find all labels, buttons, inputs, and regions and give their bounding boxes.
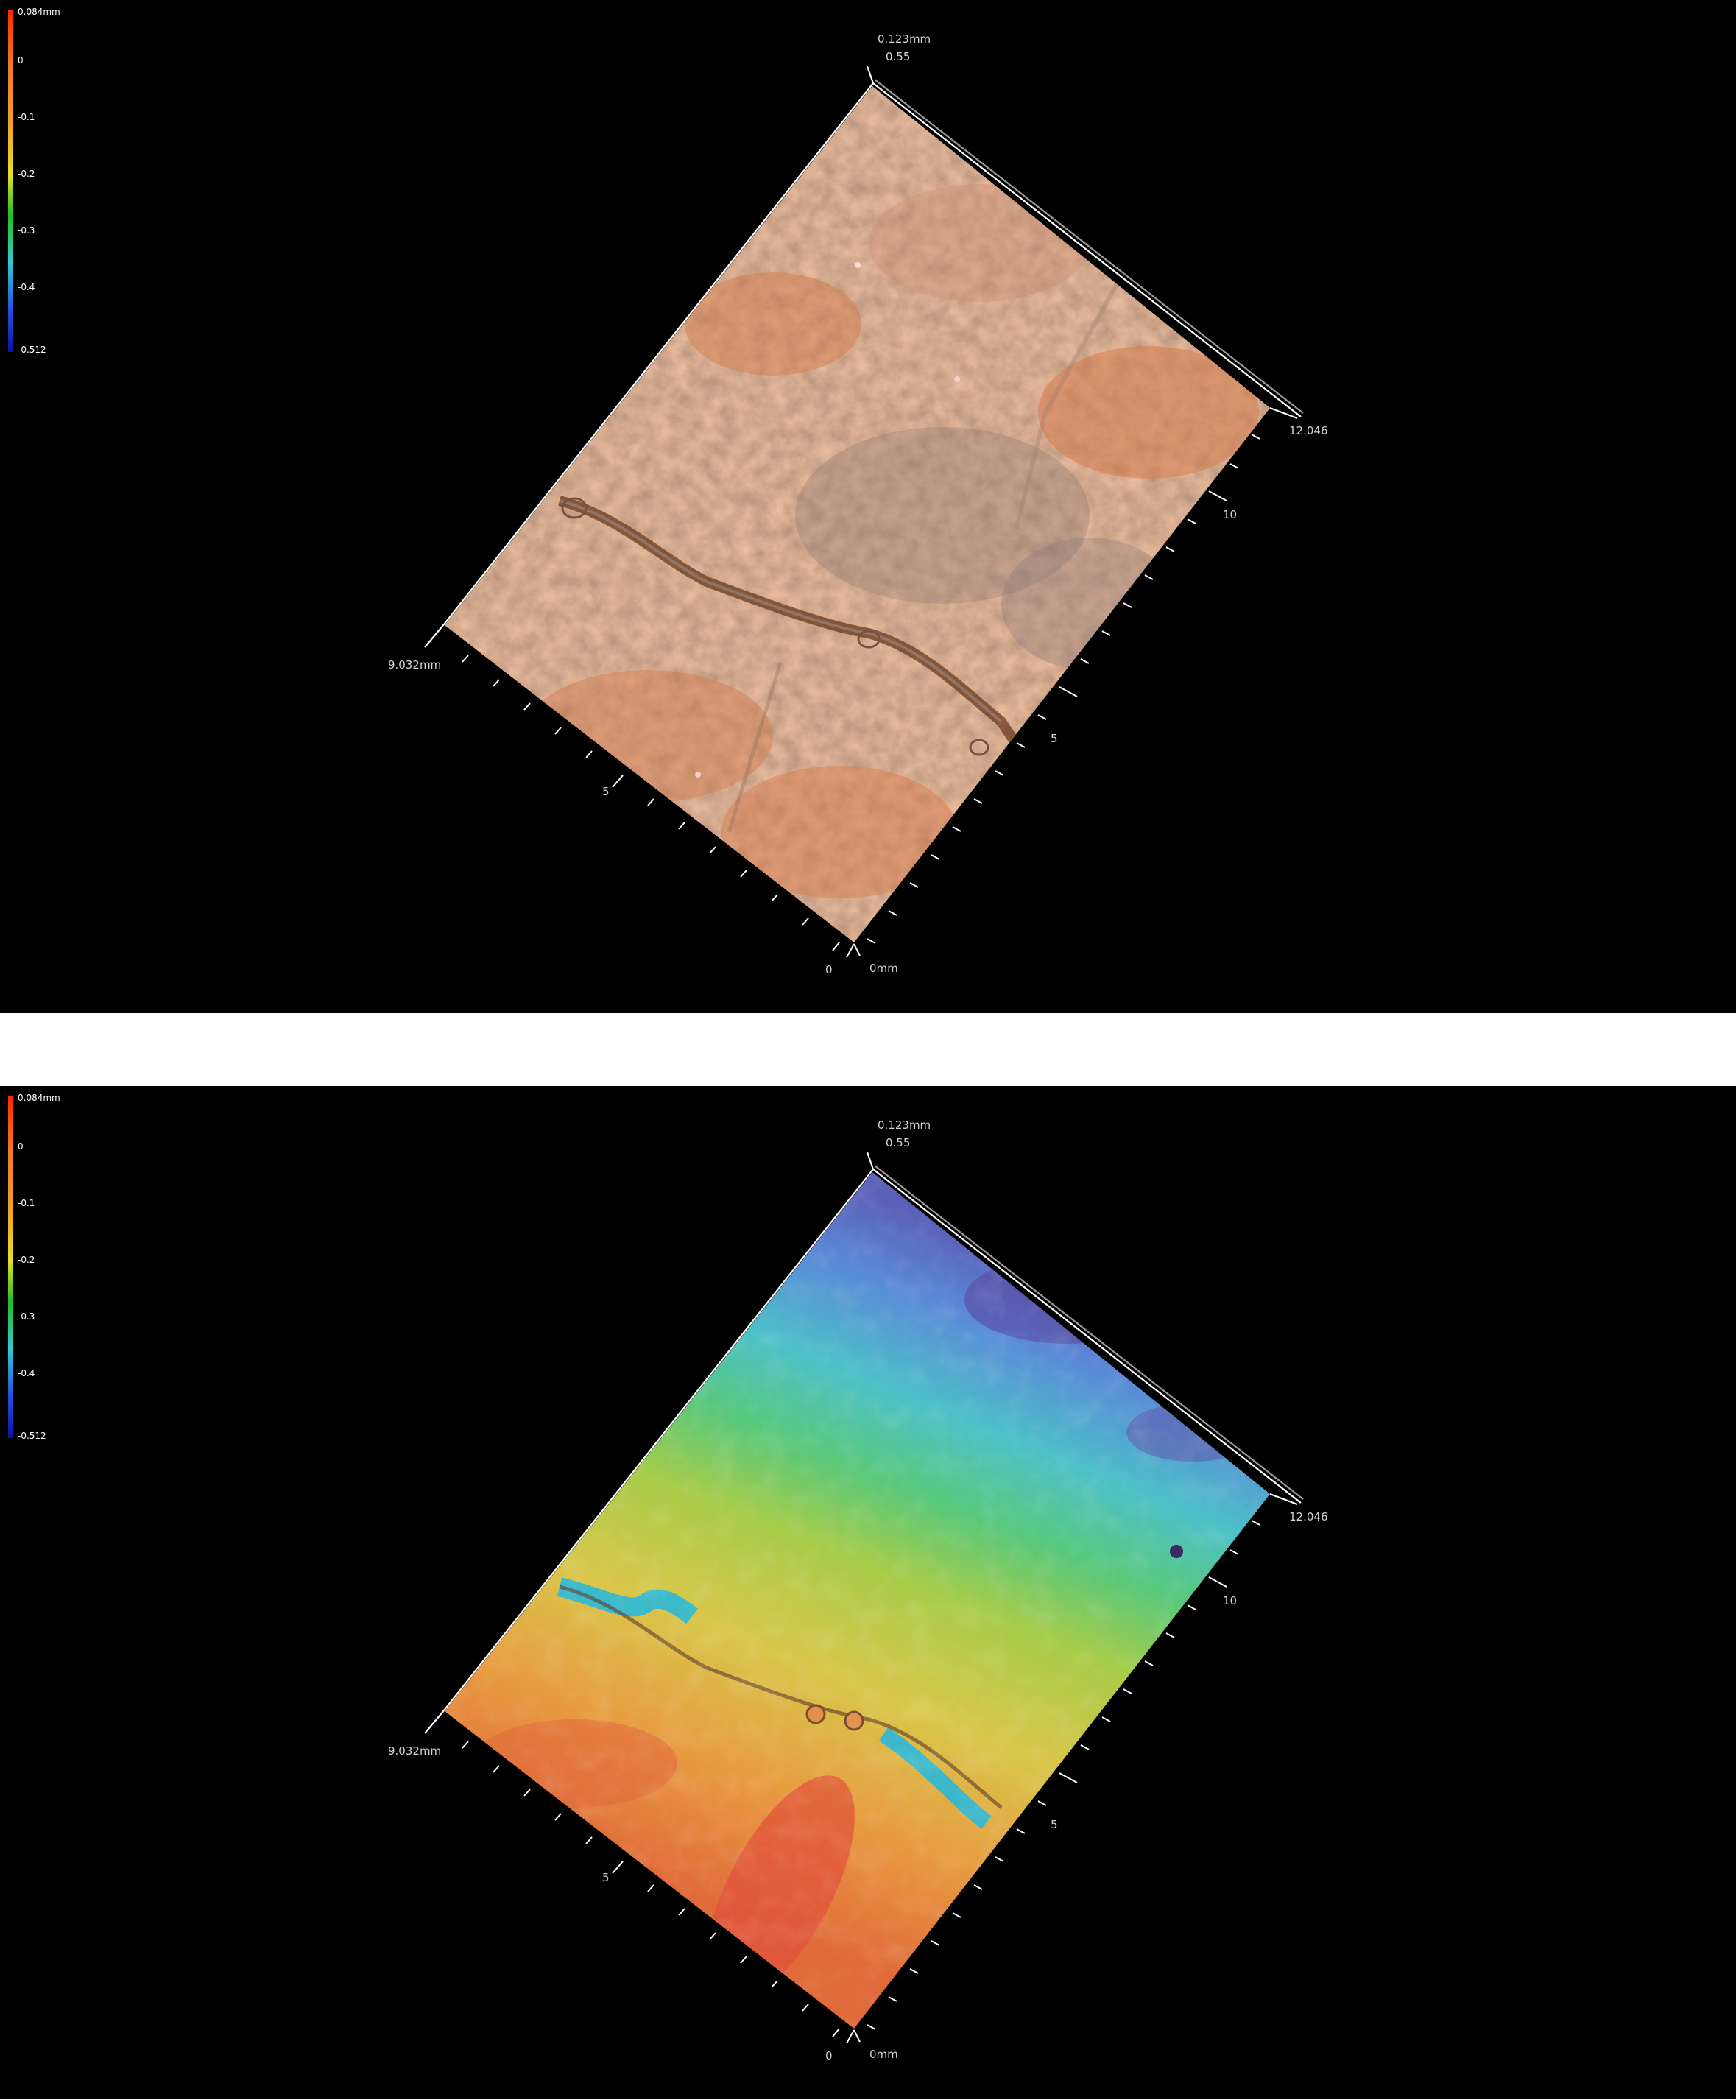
x-axis-tick-label: 10 <box>1223 1594 1237 1607</box>
surface-3d-plot[interactable]: 0.084mm 0 -0.1 -0.2 -0.3 -0.4 -0.512 <box>0 1086 1736 2099</box>
surface-height-map <box>445 1172 1270 2029</box>
surface-view-texture[interactable]: 0.084mm 0 -0.1 -0.2 -0.3 -0.4 -0.512 <box>0 0 1736 1013</box>
surface-3d-plot[interactable]: 0.084mm 0 -0.1 -0.2 -0.3 -0.4 -0.512 <box>0 0 1736 1013</box>
origin-unit-label: 0mm <box>869 2048 898 2061</box>
legend-label: -0.4 <box>18 1368 35 1378</box>
legend-label: 0 <box>18 1141 24 1152</box>
color-scale-legend: 0.084mm 0 -0.1 -0.2 -0.3 -0.4 -0.512 <box>8 7 60 355</box>
axis-labels: 0.123mm 0.55 12.046 10 5 9.032mm 5 0 0mm <box>388 1118 1328 2062</box>
y-axis-tick-label: 5 <box>602 785 610 798</box>
legend-label: 0 <box>18 55 24 66</box>
legend-color-bar <box>8 10 13 352</box>
legend-label: -0.512 <box>18 345 46 355</box>
legend-color-bar <box>8 1096 13 1438</box>
x-axis-tick-label: 10 <box>1223 508 1237 521</box>
axis-labels: 0.123mm 0.55 12.046 10 5 9.032mm 5 0 0mm <box>388 32 1328 976</box>
x-axis-end-label: 12.046 <box>1289 1510 1328 1523</box>
legend-label: 0.084mm <box>18 7 60 17</box>
legend-label: -0.3 <box>18 1311 35 1322</box>
y-axis-end-label: 9.032mm <box>388 1744 441 1758</box>
legend-label: 0.084mm <box>18 1093 60 1103</box>
x-axis-end-label: 12.046 <box>1289 424 1328 437</box>
x-axis-tick-label: 5 <box>1051 732 1058 745</box>
x-axis-tick-label: 5 <box>1051 1818 1058 1831</box>
legend-label: -0.512 <box>18 1431 46 1441</box>
origin-label: 0 <box>825 2049 833 2062</box>
legend-label: -0.4 <box>18 282 35 292</box>
origin-unit-label: 0mm <box>869 962 898 975</box>
legend-label: -0.2 <box>18 169 35 179</box>
legend-label: -0.2 <box>18 1255 35 1265</box>
legend-label: -0.1 <box>18 112 35 122</box>
z-axis-max-label: 0.123mm <box>878 32 931 46</box>
z-axis-tick-label: 0.55 <box>886 1136 910 1149</box>
axes <box>424 1152 1304 2044</box>
y-axis-tick-label: 5 <box>602 1871 610 1884</box>
color-scale-legend: 0.084mm 0 -0.1 -0.2 -0.3 -0.4 -0.512 <box>8 1093 60 1441</box>
origin-label: 0 <box>825 963 833 976</box>
z-axis-max-label: 0.123mm <box>878 1118 931 1132</box>
legend-label: -0.3 <box>18 225 35 236</box>
surface-view-height-map[interactable]: 0.084mm 0 -0.1 -0.2 -0.3 -0.4 -0.512 <box>0 1086 1736 2099</box>
legend-label: -0.1 <box>18 1198 35 1208</box>
y-axis-end-label: 9.032mm <box>388 658 441 672</box>
surface-texture <box>445 86 1270 942</box>
z-axis-tick-label: 0.55 <box>886 50 910 63</box>
axes <box>424 66 1304 958</box>
